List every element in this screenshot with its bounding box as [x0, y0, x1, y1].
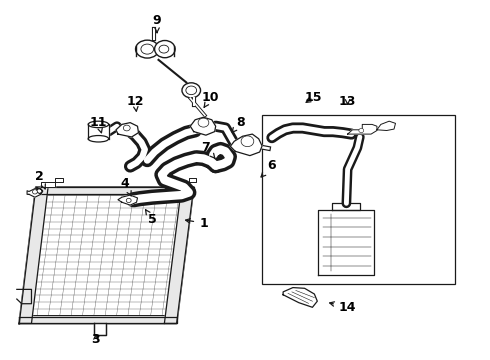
Polygon shape: [164, 187, 194, 323]
Text: 1: 1: [186, 216, 208, 230]
Polygon shape: [318, 211, 374, 275]
Text: 12: 12: [126, 95, 144, 111]
Polygon shape: [144, 42, 168, 56]
Polygon shape: [19, 317, 176, 323]
Polygon shape: [347, 125, 377, 134]
Polygon shape: [118, 195, 138, 205]
Text: 10: 10: [202, 91, 220, 107]
Polygon shape: [19, 187, 194, 323]
Polygon shape: [36, 187, 194, 194]
Ellipse shape: [159, 45, 169, 53]
Ellipse shape: [198, 118, 209, 127]
Polygon shape: [27, 188, 43, 197]
Ellipse shape: [123, 125, 130, 131]
Text: 7: 7: [201, 141, 215, 158]
Polygon shape: [230, 134, 262, 156]
Ellipse shape: [32, 190, 37, 194]
Polygon shape: [19, 187, 48, 323]
Ellipse shape: [155, 41, 175, 58]
Polygon shape: [190, 117, 216, 135]
Text: 13: 13: [339, 95, 356, 108]
FancyBboxPatch shape: [262, 116, 455, 284]
Text: 14: 14: [330, 301, 356, 314]
Ellipse shape: [136, 40, 159, 58]
Ellipse shape: [182, 83, 200, 98]
Polygon shape: [332, 203, 361, 211]
Ellipse shape: [241, 136, 254, 147]
Polygon shape: [174, 178, 196, 187]
Text: 11: 11: [90, 116, 107, 133]
Text: 2: 2: [35, 170, 46, 189]
Ellipse shape: [359, 129, 364, 133]
Text: 8: 8: [232, 116, 245, 132]
Ellipse shape: [88, 135, 109, 142]
Text: 15: 15: [305, 91, 322, 104]
Text: 4: 4: [121, 177, 131, 196]
Ellipse shape: [126, 198, 131, 203]
Ellipse shape: [88, 121, 109, 128]
Text: 6: 6: [261, 159, 276, 177]
Text: 9: 9: [153, 14, 161, 33]
Ellipse shape: [141, 44, 154, 54]
Text: 5: 5: [146, 210, 156, 226]
Text: 3: 3: [92, 333, 100, 346]
Ellipse shape: [186, 86, 196, 95]
Polygon shape: [88, 125, 109, 139]
Polygon shape: [94, 323, 106, 335]
Polygon shape: [41, 178, 63, 187]
Polygon shape: [116, 123, 139, 137]
Polygon shape: [283, 288, 318, 307]
Polygon shape: [377, 121, 395, 131]
